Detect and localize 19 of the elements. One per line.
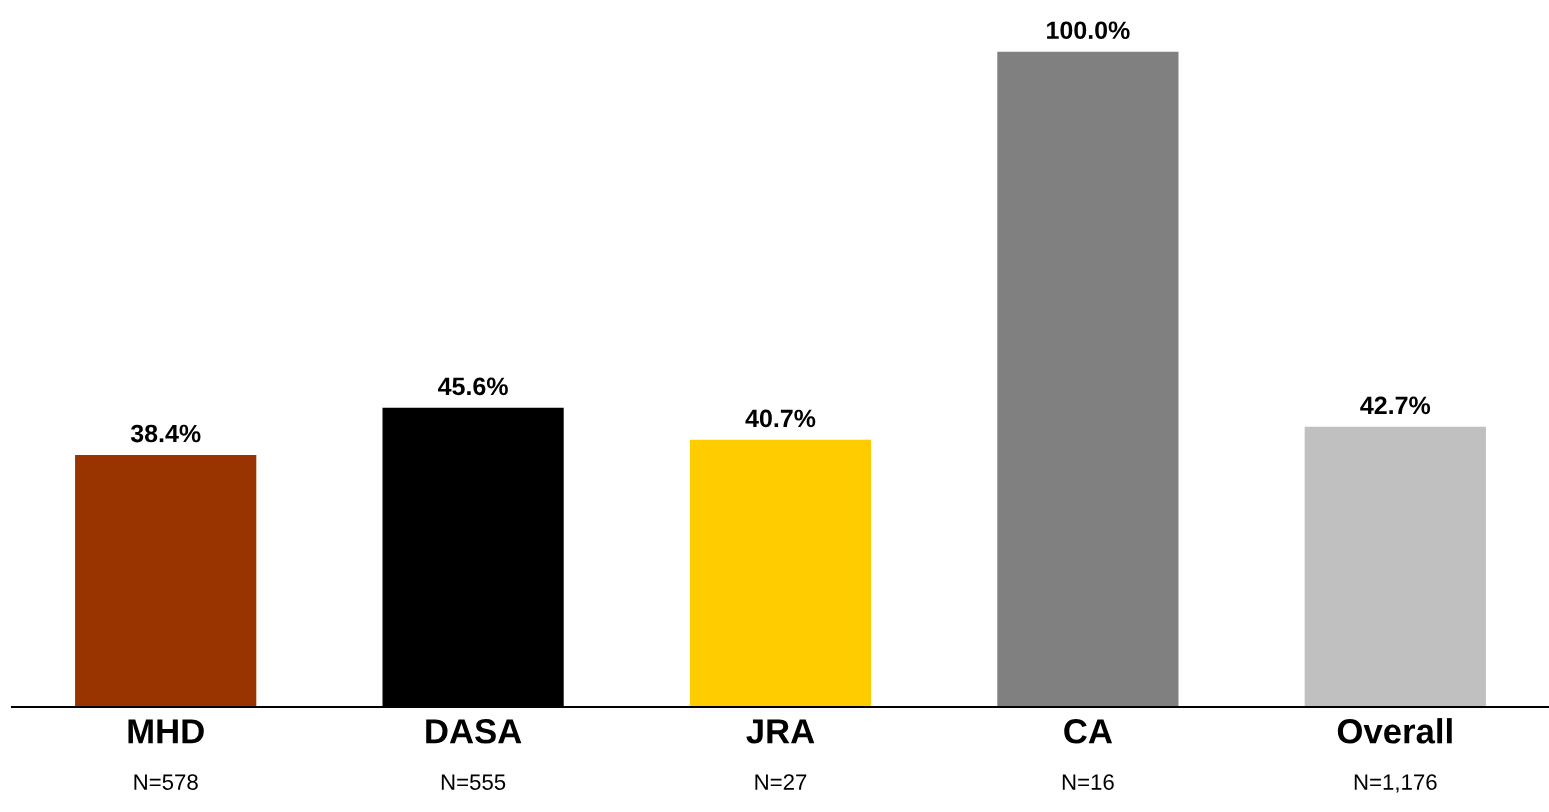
x-tick-label: DASA — [426, 719, 522, 744]
bar — [1304, 426, 1486, 707]
text: N=16 — [1062, 774, 1114, 790]
text: N=555 — [441, 774, 506, 790]
bar — [997, 51, 1179, 707]
data-label: 45.6% — [438, 377, 508, 396]
text: N=27 — [755, 774, 807, 790]
bar — [75, 454, 257, 707]
data-label: 100.0% — [1047, 21, 1130, 40]
x-tick-label: JRA — [746, 719, 815, 744]
bar — [689, 439, 872, 707]
x-tick-label: Overall — [1337, 718, 1452, 744]
data-label: 42.7% — [1360, 396, 1431, 415]
x-tick-label: CA — [1064, 719, 1113, 744]
data-label: 38.4% — [130, 424, 201, 443]
text: N=578 — [134, 774, 198, 790]
text: N=1,176 — [1354, 774, 1437, 793]
x-tick-label: MHD — [128, 719, 204, 744]
data-label: 40.7% — [745, 409, 816, 428]
